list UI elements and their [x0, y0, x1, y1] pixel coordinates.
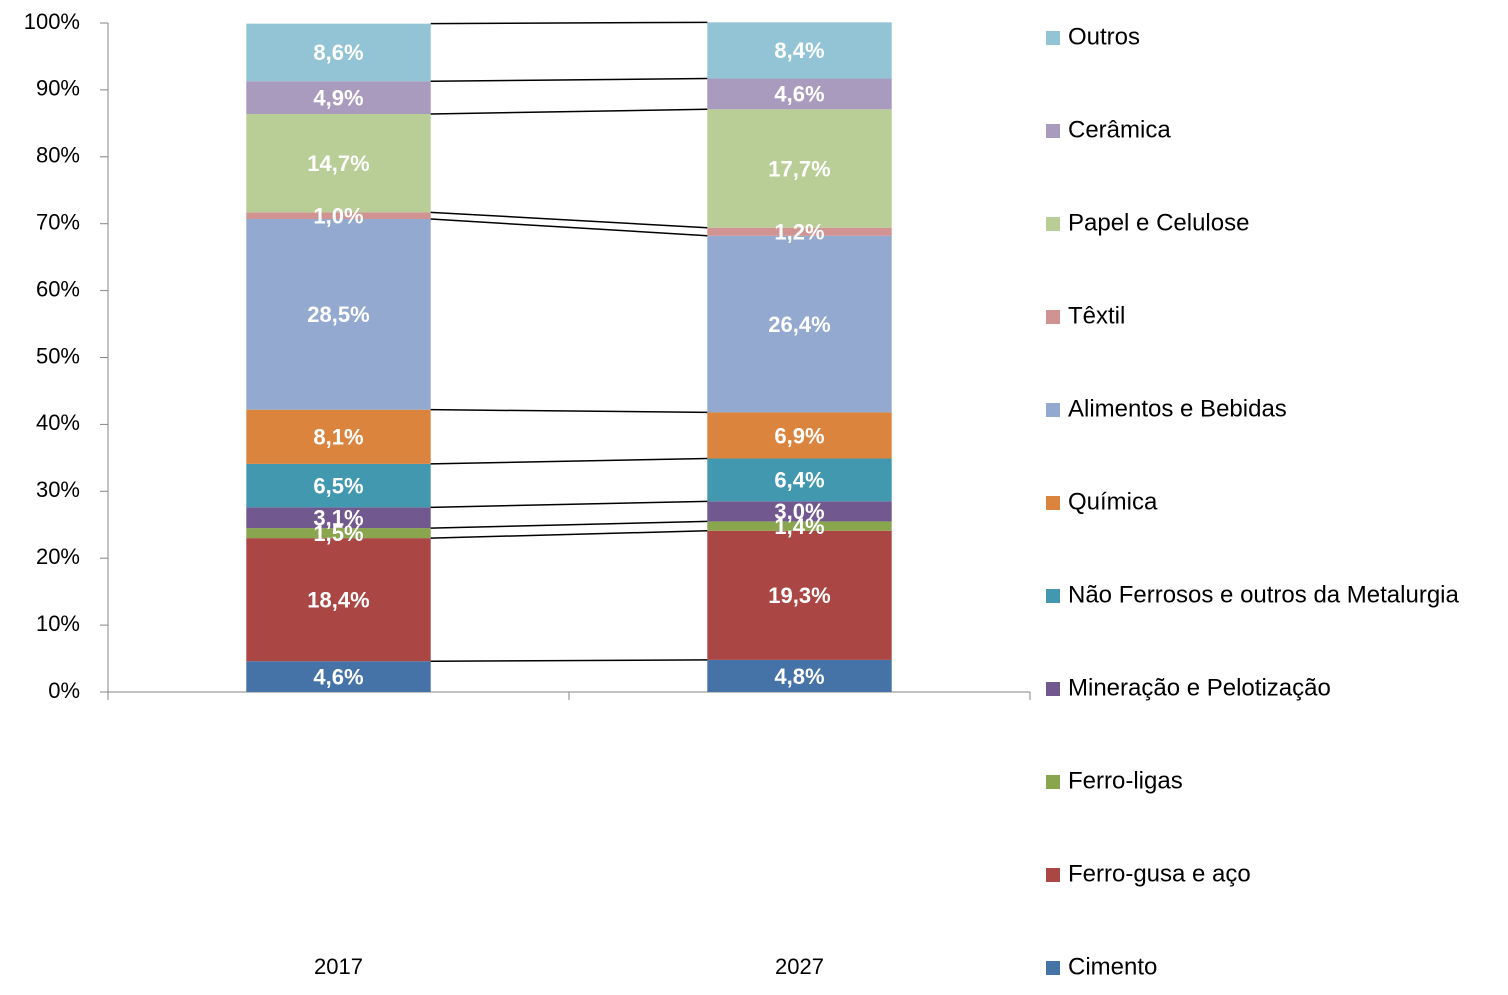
data-label: 8,1% [313, 425, 363, 450]
legend-label: Não Ferrosos e outros da Metalurgia [1068, 581, 1460, 608]
bar-segment [246, 538, 431, 662]
legend-swatch [1046, 589, 1060, 603]
series-line [430, 659, 708, 662]
data-label: 6,4% [774, 468, 824, 493]
bar-segment [246, 463, 431, 508]
data-label: 26,4% [768, 312, 830, 337]
legend-swatch [1046, 31, 1060, 45]
legend-label: Papel e Celulose [1068, 209, 1249, 236]
data-label: 8,4% [774, 38, 824, 63]
legend-label: Mineração e Pelotização [1068, 674, 1331, 701]
bar-segment [246, 507, 431, 529]
y-tick-label: 80% [36, 143, 80, 168]
y-tick-label: 50% [36, 343, 80, 368]
series-line [430, 457, 708, 465]
series-line [430, 77, 708, 82]
series-line [430, 408, 708, 414]
series-line [430, 21, 708, 25]
data-label: 4,6% [774, 82, 824, 107]
legend-swatch [1046, 403, 1060, 417]
data-label: 8,6% [313, 40, 363, 65]
bar-segment [246, 212, 431, 220]
bar-segment [246, 409, 431, 464]
data-label: 4,6% [313, 664, 363, 689]
y-tick-label: 100% [24, 9, 80, 34]
legend-label: Ferro-gusa e aço [1068, 860, 1251, 887]
legend-label: Química [1068, 488, 1158, 515]
series-line [430, 211, 708, 229]
data-label: 4,9% [313, 85, 363, 110]
legend-swatch [1046, 961, 1060, 975]
bar-segment [707, 501, 892, 522]
y-tick-label: 10% [36, 611, 80, 636]
data-label: 18,4% [307, 587, 369, 612]
series-line [430, 500, 708, 509]
legend-label: Ferro-ligas [1068, 767, 1183, 794]
legend-swatch [1046, 217, 1060, 231]
bar-segment [246, 113, 431, 213]
legend-swatch [1046, 868, 1060, 882]
y-tick-label: 40% [36, 410, 80, 435]
bar-segment [707, 530, 892, 660]
data-label: 1,2% [774, 220, 824, 245]
y-tick-label: 20% [36, 544, 80, 569]
y-tick-label: 0% [48, 678, 80, 703]
bar-segment [246, 81, 431, 114]
legend-label: Cerâmica [1068, 116, 1171, 143]
bar-segment [707, 78, 892, 110]
series-line [430, 520, 708, 529]
bar-segment [246, 23, 431, 82]
data-label: 6,5% [313, 473, 363, 498]
y-tick-label: 60% [36, 276, 80, 301]
y-tick-label: 90% [36, 76, 80, 101]
y-tick-label: 30% [36, 477, 80, 502]
data-label: 1,5% [313, 521, 363, 546]
data-label: 6,9% [774, 423, 824, 448]
y-tick-label: 70% [36, 210, 80, 235]
bar-segment [246, 661, 431, 692]
data-label: 1,4% [774, 514, 824, 539]
bar-segment [707, 109, 892, 228]
legend-swatch [1046, 775, 1060, 789]
legend-swatch [1046, 124, 1060, 138]
series-line [430, 108, 708, 115]
data-label: 19,3% [768, 583, 830, 608]
legend-label: Cimento [1068, 953, 1157, 980]
bar-segment [707, 22, 892, 79]
bar-segment [246, 528, 431, 539]
bar-segment [707, 227, 892, 236]
legend-label: Têxtil [1068, 302, 1125, 329]
data-label: 28,5% [307, 302, 369, 327]
data-label: 17,7% [768, 156, 830, 181]
x-tick-label: 2027 [775, 954, 824, 979]
legend-label: Outros [1068, 23, 1140, 50]
data-label: 1,0% [313, 203, 363, 228]
bar-segment [707, 659, 892, 692]
bar-segment [707, 412, 892, 459]
legend-swatch [1046, 682, 1060, 696]
data-label: 3,0% [774, 499, 824, 524]
legend-label: Alimentos e Bebidas [1068, 395, 1287, 422]
bar-segment [246, 219, 431, 410]
bar-segment [707, 235, 892, 413]
bar-segment [707, 521, 892, 531]
bar-segment [707, 458, 892, 502]
legend-swatch [1046, 310, 1060, 324]
x-tick-label: 2017 [314, 954, 363, 979]
series-line [430, 530, 708, 539]
data-label: 4,8% [774, 664, 824, 689]
series-line [430, 218, 708, 237]
legend-swatch [1046, 496, 1060, 510]
data-label: 14,7% [307, 151, 369, 176]
data-label: 3,1% [313, 506, 363, 531]
